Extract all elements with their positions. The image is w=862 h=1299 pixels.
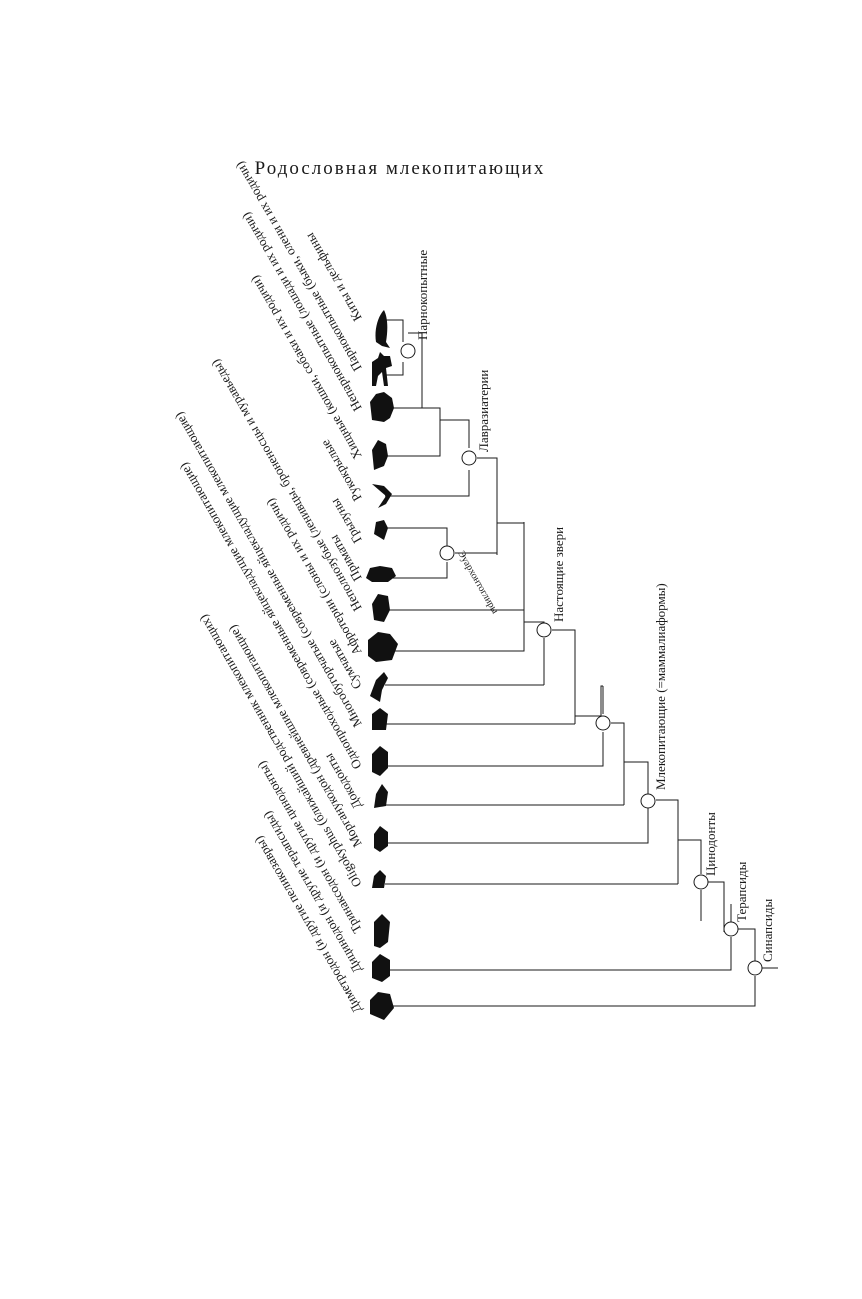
- elephant-silhouette-icon: [368, 632, 398, 662]
- clade-label-euarchontoglires: Эуархонтоглиры: [455, 549, 500, 616]
- clade-label-laurasiatheria: Лавразиатерии: [476, 370, 491, 452]
- oligokyphus-silhouette-icon: [372, 870, 386, 888]
- clade-labels: Парнокопытные Лавразиатерии Эуархонтогли…: [415, 250, 775, 962]
- platypus-silhouette-icon: [372, 746, 388, 776]
- tree-branches: [385, 319, 778, 1007]
- taxon-labels: Киты и дельфины Парнокопытные (быки, оле…: [171, 159, 365, 1016]
- kangaroo-silhouette-icon: [370, 672, 388, 702]
- dicynodon-silhouette-icon: [372, 954, 390, 982]
- node-synapsida: [747, 960, 763, 976]
- morganucodon-silhouette-icon: [374, 826, 388, 852]
- node-theria: [595, 715, 611, 731]
- bat-silhouette-icon: [372, 484, 392, 508]
- dimetrodon-silhouette-icon: [370, 992, 394, 1020]
- anteater-silhouette-icon: [372, 594, 390, 622]
- primate-silhouette-icon: [366, 566, 396, 582]
- node-mammalia: [640, 793, 656, 809]
- node-placentalia: [536, 622, 552, 638]
- taxon-silhouettes: [366, 310, 398, 1020]
- node-laurasiatheria: [461, 450, 477, 466]
- node-artiodactyla: [400, 343, 416, 359]
- multituberculate-silhouette-icon: [372, 708, 388, 730]
- clade-nodes: [400, 343, 763, 976]
- clade-label-synapsida: Синапсиды: [760, 899, 775, 962]
- page-title: Родословная млекопитающих: [254, 158, 546, 179]
- clade-label-placentalia: Настоящие звери: [551, 527, 566, 622]
- rhino-silhouette-icon: [370, 392, 394, 422]
- node-therapsida: [723, 921, 739, 937]
- rodent-silhouette-icon: [374, 520, 388, 540]
- whale-silhouette-icon: [375, 310, 390, 348]
- clade-label-artiodactyla: Парнокопытные: [415, 250, 430, 340]
- node-cynodontia: [693, 874, 709, 890]
- thrinaxodon-silhouette-icon: [374, 914, 390, 948]
- deer-silhouette-icon: [372, 352, 392, 386]
- clade-label-cynodontia: Цинодонты: [703, 812, 718, 876]
- docodont-silhouette-icon: [374, 784, 388, 808]
- cat-silhouette-icon: [372, 440, 388, 470]
- clade-label-therapsida: Терапсиды: [734, 861, 749, 922]
- clade-label-mammalia: Млекопитающие (=маммалиаформы): [653, 583, 668, 790]
- node-euarchontoglires: [439, 545, 455, 561]
